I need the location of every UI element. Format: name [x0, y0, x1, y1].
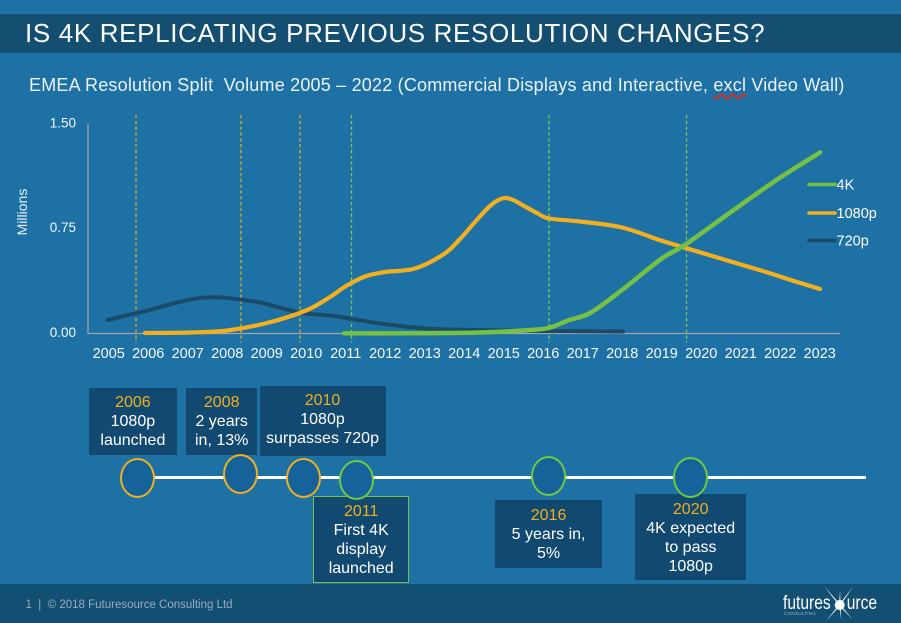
svg-text:2020: 2020 — [685, 346, 717, 362]
svg-text:1080p: 1080p — [837, 206, 877, 222]
svg-text:2015: 2015 — [488, 346, 520, 362]
svg-text:2014: 2014 — [448, 346, 480, 362]
svg-text:2008: 2008 — [211, 346, 243, 362]
svg-text:2010: 2010 — [290, 346, 322, 362]
svg-text:720p: 720p — [837, 234, 869, 250]
svg-text:2005: 2005 — [93, 346, 125, 362]
svg-text:4K: 4K — [837, 178, 855, 194]
svg-text:2016: 2016 — [527, 346, 559, 362]
svg-text:2021: 2021 — [725, 346, 757, 362]
svg-text:2007: 2007 — [172, 346, 204, 362]
svg-text:2009: 2009 — [251, 346, 283, 362]
svg-text:2022: 2022 — [764, 346, 796, 362]
svg-text:2023: 2023 — [804, 346, 836, 362]
svg-text:0.75: 0.75 — [50, 220, 76, 235]
svg-text:2006: 2006 — [132, 346, 164, 362]
svg-text:2011: 2011 — [330, 346, 361, 362]
svg-text:0.00: 0.00 — [50, 325, 76, 340]
svg-text:1.50: 1.50 — [50, 116, 76, 131]
svg-text:2019: 2019 — [646, 346, 678, 362]
svg-text:2013: 2013 — [409, 346, 441, 362]
svg-text:2018: 2018 — [606, 346, 638, 362]
svg-text:2017: 2017 — [567, 346, 599, 362]
svg-text:2012: 2012 — [369, 346, 401, 362]
